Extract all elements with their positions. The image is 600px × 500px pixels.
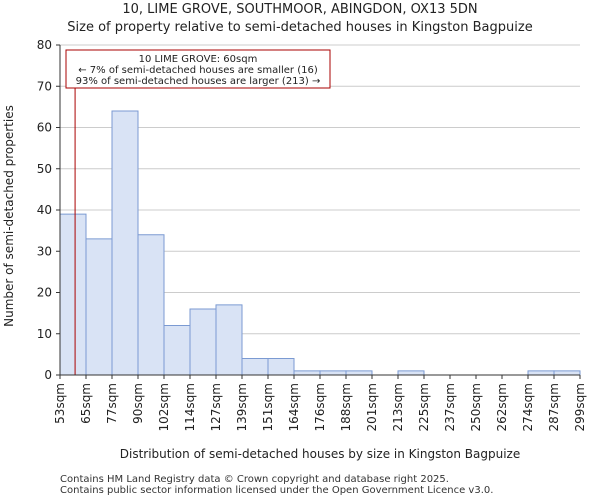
histogram-bar xyxy=(319,370,347,376)
histogram-bar xyxy=(85,238,113,376)
chart-title: 10, LIME GROVE, SOUTHMOOR, ABINGDON, OX1… xyxy=(122,2,478,17)
x-tick-label: 90sqm xyxy=(131,383,145,424)
footer-copyright: Contains HM Land Registry data © Crown c… xyxy=(60,474,449,485)
histogram-bar xyxy=(397,370,425,376)
x-axis-label: Distribution of semi-detached houses by … xyxy=(120,447,520,461)
y-tick-label: 0 xyxy=(44,368,52,382)
histogram-bar xyxy=(215,304,243,376)
histogram-bar xyxy=(553,370,581,376)
x-tick-label: 225sqm xyxy=(417,383,431,431)
x-tick-label: 65sqm xyxy=(79,383,93,424)
histogram-bar xyxy=(111,110,139,376)
histogram-bar xyxy=(267,358,295,376)
y-tick-label: 10 xyxy=(37,327,52,341)
x-tick-label: 250sqm xyxy=(469,383,483,431)
histogram-bar xyxy=(137,234,165,376)
x-tick-label: 188sqm xyxy=(339,383,353,431)
y-tick-label: 30 xyxy=(37,244,52,258)
histogram-bar xyxy=(163,325,191,376)
x-tick-label: 102sqm xyxy=(157,383,171,431)
x-tick-label: 53sqm xyxy=(53,383,67,424)
histogram-chart: 0 10 20 30 40 50 60 70 80 53sqm 65sqm 77sqm 90sqm 10… xyxy=(2,38,587,461)
axes xyxy=(56,44,581,379)
chart-subtitle: Size of property relative to semi-detach… xyxy=(67,20,533,35)
y-tick-label: 80 xyxy=(37,38,52,52)
x-tick-label: 213sqm xyxy=(391,383,405,431)
x-tick-label: 274sqm xyxy=(521,383,535,431)
annotation-line-3: 93% of semi-detached houses are larger (… xyxy=(76,76,321,87)
bar-series xyxy=(59,110,581,376)
x-tick-label: 164sqm xyxy=(287,383,301,431)
x-tick-label: 237sqm xyxy=(443,383,457,431)
annotation-line-2: ← 7% of semi-detached houses are smaller… xyxy=(78,65,318,76)
y-tick-label: 40 xyxy=(37,203,52,217)
histogram-bar xyxy=(527,370,555,376)
histogram-bar xyxy=(59,213,87,376)
x-tick-label: 201sqm xyxy=(365,383,379,431)
x-tick-label: 139sqm xyxy=(235,383,249,431)
y-tick-labels: 0 10 20 30 40 50 60 70 80 xyxy=(37,38,52,382)
x-tick-label: 77sqm xyxy=(105,383,119,424)
histogram-bar xyxy=(241,358,269,376)
annotation-box: 10 LIME GROVE: 60sqm ← 7% of semi-detach… xyxy=(65,49,331,89)
annotation-line-1: 10 LIME GROVE: 60sqm xyxy=(139,54,258,65)
y-tick-label: 60 xyxy=(37,121,52,135)
x-tick-label: 299sqm xyxy=(573,383,587,431)
x-tick-label: 127sqm xyxy=(209,383,223,431)
histogram-bar xyxy=(189,308,217,376)
x-tick-label: 176sqm xyxy=(313,383,327,431)
x-tick-label: 287sqm xyxy=(547,383,561,431)
y-axis-label: Number of semi-detached properties xyxy=(2,105,16,327)
footer-licence: Contains public sector information licen… xyxy=(60,485,494,496)
y-tick-label: 70 xyxy=(37,79,52,93)
y-tick-label: 50 xyxy=(37,162,52,176)
x-tick-label: 151sqm xyxy=(261,383,275,431)
y-tick-label: 20 xyxy=(37,286,52,300)
x-tick-labels: 53sqm 65sqm 77sqm 90sqm 102sqm 114sqm 127sqm 13… xyxy=(53,383,587,431)
x-tick-label: 114sqm xyxy=(183,383,197,431)
histogram-bar xyxy=(345,370,373,376)
histogram-bar xyxy=(293,370,321,376)
x-tick-label: 262sqm xyxy=(495,383,509,431)
